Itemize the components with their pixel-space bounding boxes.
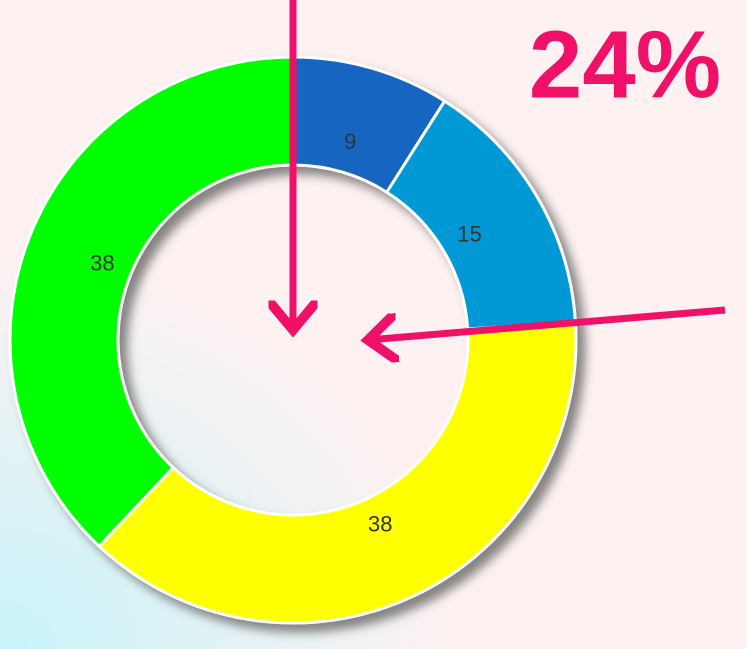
- data-label: 9: [344, 129, 356, 154]
- data-label: 38: [368, 511, 392, 536]
- data-label: 15: [457, 221, 481, 246]
- donut: [8, 55, 578, 625]
- slice: [97, 320, 578, 625]
- data-label: 38: [90, 250, 114, 275]
- slice: [8, 55, 295, 549]
- annotation: 24%: [529, 11, 721, 118]
- slice: [384, 98, 578, 331]
- labels: 9 15 38 38: [90, 129, 482, 536]
- arrow: [368, 306, 726, 340]
